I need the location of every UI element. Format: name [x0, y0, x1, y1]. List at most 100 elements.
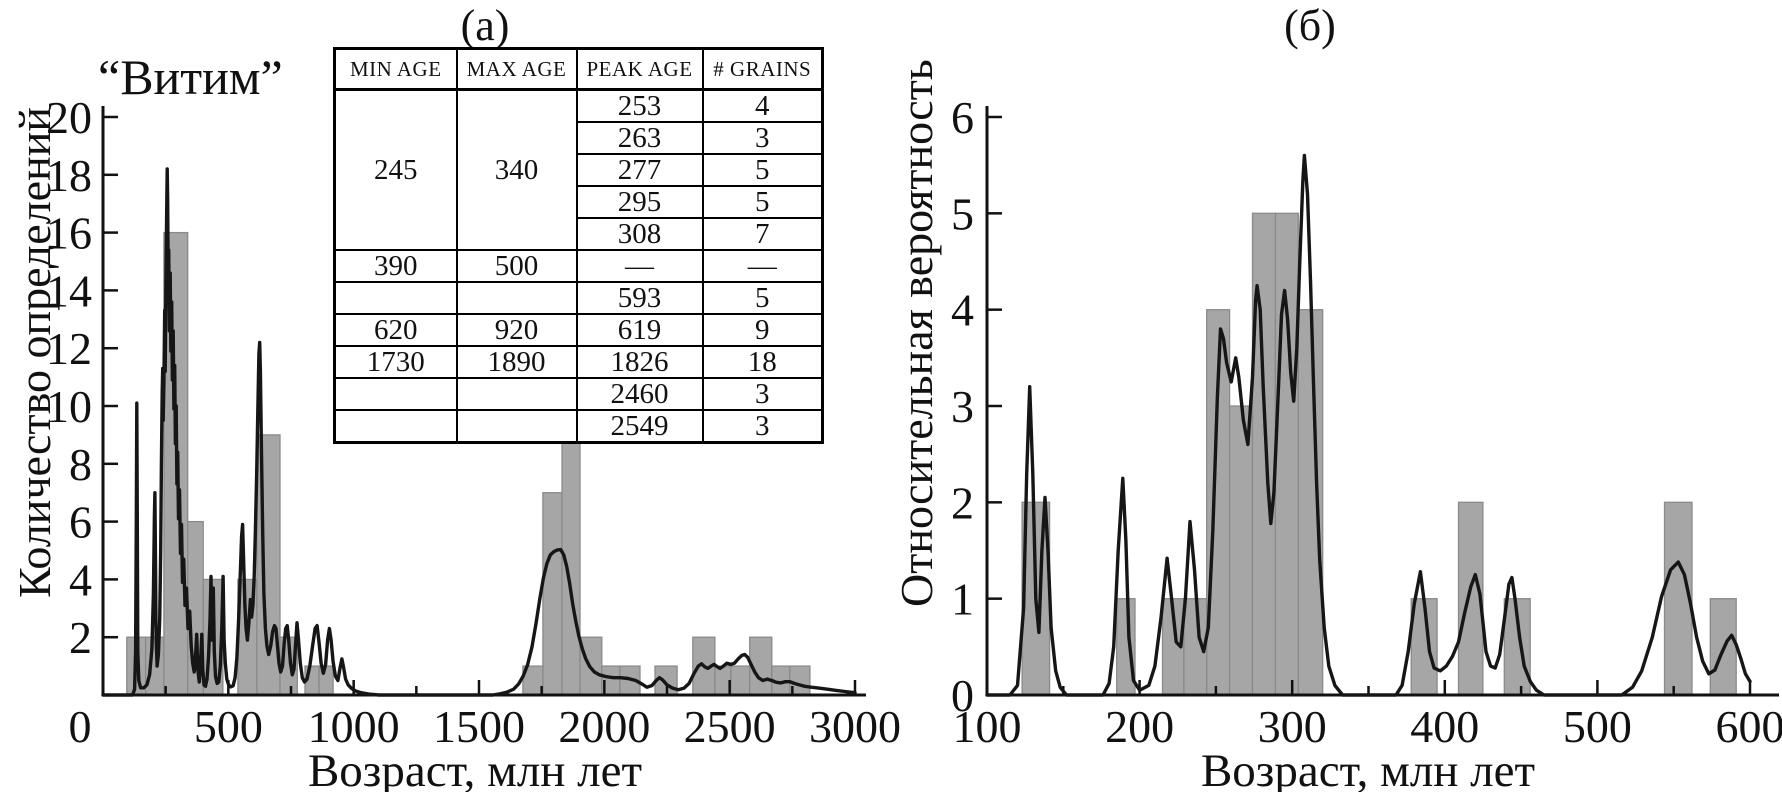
y-tick-label: 6: [69, 497, 92, 548]
panel-b-label: (б): [1284, 1, 1336, 50]
histogram-bar: [1663, 501, 1693, 696]
table-cell-grains: 7: [701, 217, 824, 251]
table-header-cell: MAX AGE: [455, 47, 578, 91]
table-cell-min-age: 390: [333, 249, 458, 283]
x-tick-label: 1000: [308, 701, 400, 752]
x-tick-label: 200: [1105, 701, 1174, 752]
x-tick-label: 3000: [809, 701, 901, 752]
y-tick-label: 3: [951, 381, 974, 432]
x-tick-label: 300: [1258, 701, 1327, 752]
y-tick-label: 12: [46, 323, 92, 374]
peak-age-table: MIN AGE MAX AGE PEAK AGE # GRAINS 245 340 253…: [333, 47, 824, 444]
table-row: 620 920 619 9: [333, 313, 824, 347]
panel-a-label: (а): [460, 1, 510, 50]
table-cell-peak-age: 295: [575, 185, 704, 219]
table-cell-min-age: 245: [333, 88, 458, 251]
table-cell-grains: 4: [701, 88, 824, 123]
table-cell-max-age: 920: [455, 313, 578, 347]
x-tick-label: 2500: [684, 701, 776, 752]
table-cell-grains: 5: [701, 185, 824, 219]
table-cell-peak-age: 593: [575, 281, 704, 315]
y-tick-label: 1: [951, 574, 974, 625]
sample-title: “Витим”: [98, 49, 283, 105]
table-cell-peak-age: 263: [575, 121, 704, 155]
table-cell-peak-age: 277: [575, 153, 704, 187]
y-tick-label: 16: [46, 208, 92, 259]
table-cell-max-age: 340: [455, 88, 578, 251]
table-row: 263 3: [335, 121, 824, 155]
table-cell-max-age: [455, 409, 578, 444]
table-header-row: MIN AGE MAX AGE PEAK AGE # GRAINS: [333, 47, 824, 91]
table-cell-grains: 3: [701, 121, 824, 155]
ticks: [987, 115, 1752, 695]
table-cell-min-age: [333, 281, 458, 315]
table-cell-grains: —: [701, 249, 824, 283]
table-cell-max-age: [455, 377, 578, 411]
table-header-cell: PEAK AGE: [575, 47, 704, 91]
table-cell-min-age: [333, 409, 458, 444]
tick-labels: 0 500 1000 1500 2000 2500 3000 2 4 6 8 10 12 14 16 18 20: [46, 92, 901, 752]
table-cell-min-age: 620: [333, 313, 458, 347]
panel-a-plot: 0 500 1000 1500 2000 2500 3000 2 4 6 8 10 12 14 16 18 20: [46, 92, 901, 752]
table-row: 295 5: [335, 185, 824, 219]
table-row: 390 500— —: [333, 249, 824, 283]
x-axis-title-b: Возраст, млн лет: [1200, 745, 1536, 792]
peak-age-table-head: MIN AGE MAX AGE PEAK AGE # GRAINS: [333, 47, 824, 91]
table-row: 593 5: [333, 281, 824, 315]
table-cell-min-age: 1730: [333, 345, 458, 379]
table-cell-peak-age: 619: [575, 313, 704, 347]
table-row: 308 7: [335, 217, 824, 251]
x-tick-label: 100: [953, 701, 1022, 752]
table-cell-peak-age: 2549: [575, 409, 704, 444]
y-tick-label: 20: [46, 92, 92, 143]
histogram-bar: [542, 492, 563, 696]
x-tick-label: 500: [194, 701, 263, 752]
panel-b-plot: 100 200 300 400 500 600 0 1 2 3 4 5 6: [951, 92, 1782, 752]
table-header-cell: MIN AGE: [333, 47, 458, 91]
x-tick-label: 0: [69, 701, 92, 752]
table-cell-max-age: 500: [455, 249, 578, 283]
x-tick-label: 400: [1410, 701, 1479, 752]
y-tick-label: 8: [69, 439, 92, 490]
histogram-bar: [730, 665, 751, 696]
table-row: 277 5: [335, 153, 824, 187]
table-cell-grains: 5: [701, 153, 824, 187]
x-tick-label: 1500: [433, 701, 525, 752]
histogram-bar: [1228, 405, 1254, 696]
table-row: 245 340 253 4: [333, 88, 824, 251]
table-cell-max-age: 1890: [455, 345, 578, 379]
table-cell-peak-age: 253: [575, 88, 704, 123]
y-tick-label: 2: [69, 612, 92, 663]
x-axis-title-a: Возраст, млн лет: [307, 745, 643, 792]
tick-labels: 100 200 300 400 500 600 0 1 2 3 4 5 6: [951, 92, 1782, 752]
histogram-bar: [1457, 501, 1484, 696]
y-axis-title-b: Относительная вероятность: [891, 59, 942, 607]
y-tick-label: 4: [69, 554, 92, 605]
y-tick-label: 0: [951, 670, 974, 721]
table-cell-grains: 9: [701, 313, 824, 347]
y-axis-title-a: Количество определений: [9, 107, 60, 598]
table-cell-peak-age: 2460: [575, 377, 704, 411]
table-header-cell: # GRAINS: [701, 47, 824, 91]
x-tick-label: 600: [1716, 701, 1782, 752]
table-cell-grains: 3: [701, 409, 824, 444]
y-tick-label: 6: [951, 92, 974, 143]
table-row: 1730 1890 1826 18: [333, 345, 824, 379]
table-cell-grains: 18: [701, 345, 824, 379]
x-tick-label: 2000: [558, 701, 650, 752]
y-tick-label: 10: [46, 381, 92, 432]
table-row: 2460 3: [333, 377, 824, 411]
histogram-bar: [1274, 212, 1299, 696]
ticks: [103, 115, 857, 695]
table-cell-grains: 3: [701, 377, 824, 411]
table-cell-max-age: [455, 281, 578, 315]
table-cell-peak-age: 308: [575, 217, 704, 251]
table-row: 2549 3: [333, 409, 824, 444]
table-cell-grains: 5: [701, 281, 824, 315]
table-cell-min-age: [333, 377, 458, 411]
y-tick-label: 14: [46, 265, 92, 316]
probability-curve: [985, 153, 1752, 697]
y-tick-label: 2: [951, 477, 974, 528]
